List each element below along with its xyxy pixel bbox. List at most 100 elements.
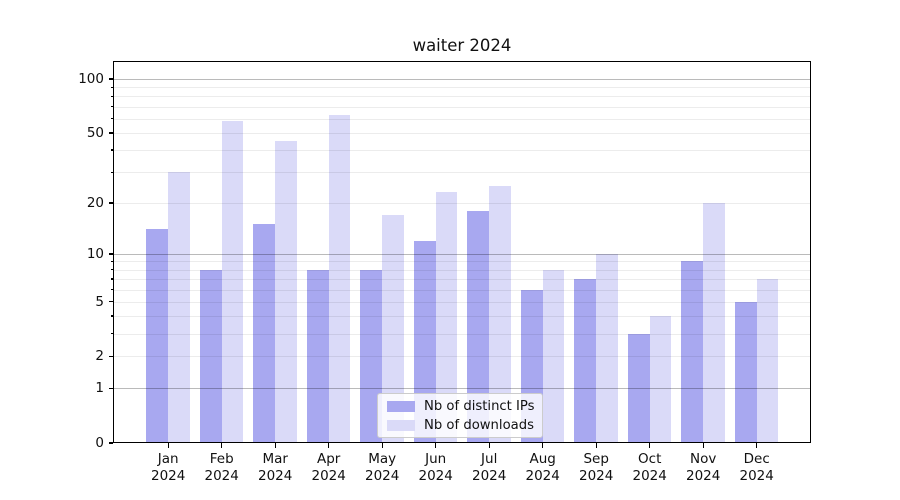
- legend-label-distinct-ips: Nb of distinct IPs: [424, 398, 535, 414]
- bar-downloads-jan: [168, 172, 190, 443]
- x-tick-label-may: May 2024: [350, 451, 414, 484]
- legend-item-distinct-ips: Nb of distinct IPs: [378, 397, 542, 416]
- legend-item-downloads: Nb of downloads: [378, 416, 542, 435]
- x-tick-label-sep: Sep 2024: [564, 451, 628, 484]
- y-minortick-8: [110, 269, 113, 271]
- bar-downloads-may: [382, 215, 404, 443]
- gridline-major-1: [113, 388, 811, 390]
- y-minortick-70: [110, 106, 113, 108]
- y-tick-label-10: 10: [86, 245, 104, 262]
- gridline-minor-60: [113, 118, 811, 120]
- y-minortick-40: [110, 149, 113, 151]
- x-tick-may: [381, 443, 383, 448]
- bar-downloads-sep: [596, 253, 618, 443]
- y-tick-100: [108, 78, 113, 80]
- gridline-minor-2: [113, 356, 811, 358]
- bar-downloads-nov: [703, 202, 725, 443]
- x-tick-label-dec: Dec 2024: [725, 451, 789, 484]
- x-tick-oct: [649, 443, 651, 448]
- x-tick-label-oct: Oct 2024: [618, 451, 682, 484]
- y-minortick-60: [110, 118, 113, 120]
- x-tick-sep: [595, 443, 597, 448]
- x-tick-year-jun: 2024: [418, 467, 453, 484]
- gridline-minor-9: [113, 261, 811, 263]
- x-tick-year-jan: 2024: [151, 467, 186, 484]
- y-minortick-3: [110, 333, 113, 335]
- y-tick-label-20: 20: [86, 194, 104, 211]
- x-tick-nov: [702, 443, 704, 448]
- x-tick-year-aug: 2024: [525, 467, 560, 484]
- y-tick-label-50: 50: [86, 124, 104, 141]
- gridline-major-10: [113, 253, 811, 255]
- bar-distinct-ips-feb: [199, 269, 222, 443]
- x-tick-year-jul: 2024: [472, 467, 507, 484]
- y-tick-label-0: 0: [95, 435, 104, 451]
- y-tick-0: [108, 442, 113, 444]
- y-tick-label-5: 5: [95, 293, 104, 310]
- bar-downloads-jun: [435, 192, 458, 443]
- x-tick-aug: [542, 443, 544, 448]
- x-tick-label-jan: Jan 2024: [136, 451, 200, 484]
- x-tick-label-mar: Mar 2024: [243, 451, 307, 484]
- gridline-minor-4: [113, 316, 811, 318]
- x-tick-label-jun: Jun 2024: [404, 451, 468, 484]
- bar-distinct-ips-oct: [627, 333, 650, 443]
- bar-distinct-ips-sep: [574, 278, 597, 443]
- legend: Nb of distinct IPs Nb of downloads: [377, 393, 543, 438]
- bar-distinct-ips-jan: [146, 229, 169, 443]
- bar-distinct-ips-jun: [413, 240, 436, 443]
- legend-swatch-downloads: [387, 419, 415, 431]
- y-minortick-6: [110, 288, 113, 291]
- y-tick-10: [108, 253, 113, 255]
- bar-downloads-dec: [756, 278, 779, 443]
- bar-downloads-jul: [489, 186, 511, 443]
- x-tick-label-feb: Feb 2024: [190, 451, 254, 484]
- gridline-minor-80: [113, 96, 811, 98]
- bar-distinct-ips-mar: [253, 224, 276, 443]
- bar-distinct-ips-nov: [681, 261, 704, 443]
- x-tick-year-feb: 2024: [204, 467, 239, 484]
- y-tick-50: [108, 132, 113, 134]
- y-minortick-30: [110, 171, 113, 173]
- y-minortick-80: [110, 95, 113, 98]
- x-tick-year-apr: 2024: [311, 467, 346, 484]
- y-minortick-9: [110, 260, 113, 263]
- bar-downloads-apr: [328, 114, 351, 443]
- gridline-minor-3: [113, 333, 811, 335]
- y-tick-5: [108, 301, 113, 303]
- gridline-minor-8: [113, 269, 811, 271]
- y-tick-2: [108, 355, 113, 357]
- x-tick-jan: [167, 443, 169, 448]
- x-tick-year-mar: 2024: [258, 467, 293, 484]
- x-tick-year-oct: 2024: [632, 467, 667, 484]
- bar-downloads-mar: [275, 141, 297, 443]
- gridline-minor-50: [113, 132, 811, 134]
- gridline-minor-5: [113, 301, 811, 303]
- x-tick-dec: [756, 443, 758, 448]
- y-tick-label-100: 100: [78, 71, 104, 87]
- x-tick-label-apr: Apr 2024: [297, 451, 361, 484]
- gridline-minor-7: [113, 278, 811, 280]
- legend-label-downloads: Nb of downloads: [424, 417, 534, 433]
- gridline-minor-90: [113, 87, 811, 89]
- legend-swatch-distinct-ips: [387, 400, 415, 412]
- x-tick-label-jul: Jul 2024: [457, 451, 521, 484]
- y-tick-label-1: 1: [95, 380, 104, 397]
- x-tick-mar: [274, 443, 276, 448]
- y-tick-1: [108, 387, 113, 389]
- x-tick-label-aug: Aug 2024: [511, 451, 575, 484]
- x-tick-feb: [221, 443, 223, 448]
- gridline-minor-6: [113, 289, 811, 291]
- bar-downloads-feb: [221, 121, 244, 443]
- x-tick-year-sep: 2024: [579, 467, 614, 484]
- y-minortick-4: [110, 315, 113, 317]
- bar-distinct-ips-apr: [306, 269, 329, 443]
- x-tick-year-dec: 2024: [739, 467, 774, 484]
- gridline-minor-20: [113, 202, 811, 204]
- bar-downloads-aug: [542, 269, 565, 443]
- y-tick-20: [108, 202, 113, 204]
- x-tick-apr: [328, 443, 330, 448]
- x-tick-year-nov: 2024: [686, 467, 721, 484]
- bar-distinct-ips-dec: [734, 301, 757, 443]
